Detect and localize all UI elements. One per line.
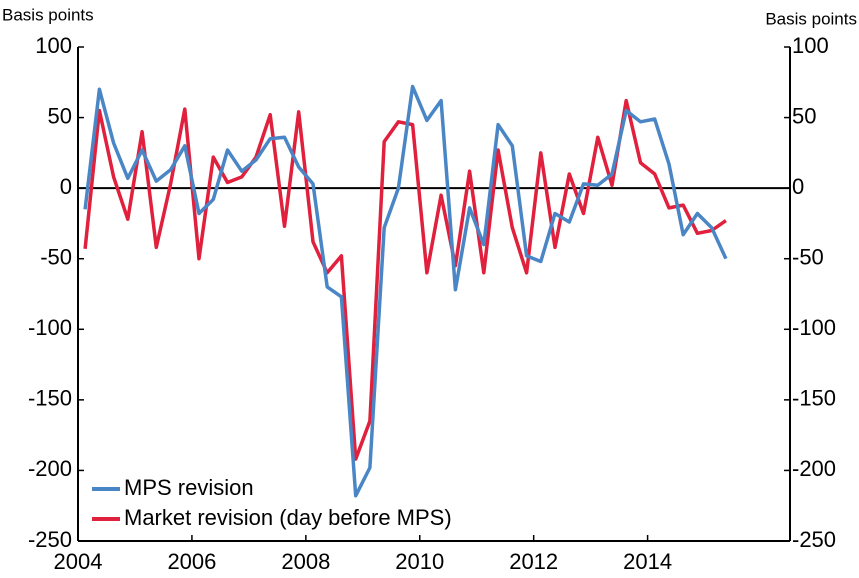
y2-tick-label: 50 xyxy=(792,103,816,128)
y-tick-label: -200 xyxy=(28,456,72,481)
y-tick-label: 100 xyxy=(35,33,72,58)
y2-tick-label: 0 xyxy=(792,174,804,199)
y2-tick-label: -150 xyxy=(792,386,836,411)
x-tick-label: 2014 xyxy=(623,549,672,574)
y2-tick-label: -100 xyxy=(792,315,836,340)
x-tick-label: 2008 xyxy=(281,549,330,574)
y2-tick-label: -250 xyxy=(792,527,836,552)
y-tick-label: 0 xyxy=(60,174,72,199)
x-tick-label: 2004 xyxy=(54,549,103,574)
y-axis-label: Basis points xyxy=(2,5,94,24)
x-tick-label: 2010 xyxy=(395,549,444,574)
legend-label: MPS revision xyxy=(124,475,254,500)
y-tick-label: -150 xyxy=(28,386,72,411)
y-tick-label: -100 xyxy=(28,315,72,340)
y2-axis-label: Basis points xyxy=(765,9,857,28)
legend-label: Market revision (day before MPS) xyxy=(124,505,452,530)
y-tick-label: -50 xyxy=(40,245,72,270)
y2-tick-label: 100 xyxy=(792,33,829,58)
y2-tick-label: -50 xyxy=(792,245,824,270)
y2-tick-label: -200 xyxy=(792,456,836,481)
y-tick-label: 50 xyxy=(48,103,72,128)
series-line xyxy=(83,84,728,498)
x-tick-label: 2012 xyxy=(509,549,558,574)
y-tick-label: -250 xyxy=(28,527,72,552)
x-tick-label: 2006 xyxy=(167,549,216,574)
